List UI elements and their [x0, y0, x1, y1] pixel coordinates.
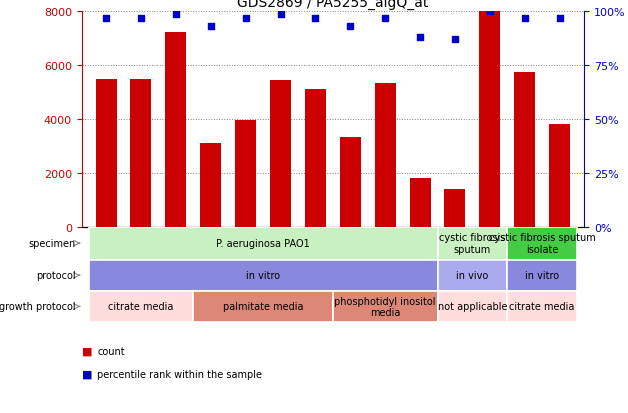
- Bar: [507, 291, 577, 322]
- Text: not applicable: not applicable: [438, 302, 507, 312]
- Text: specimen: specimen: [28, 239, 75, 249]
- Text: in vivo: in vivo: [457, 271, 489, 280]
- Point: [380, 16, 390, 22]
- Text: in vitro: in vitro: [525, 271, 560, 280]
- Bar: [340, 137, 360, 227]
- Bar: [409, 179, 431, 227]
- Bar: [200, 144, 221, 227]
- Text: in vitro: in vitro: [246, 271, 280, 280]
- Bar: [438, 291, 507, 322]
- Text: palmitate media: palmitate media: [223, 302, 303, 312]
- Bar: [305, 90, 326, 227]
- Point: [171, 11, 181, 18]
- Text: ■: ■: [82, 369, 92, 379]
- Bar: [89, 291, 193, 322]
- Point: [345, 24, 355, 31]
- Text: cystic fibrosis sputum
isolate: cystic fibrosis sputum isolate: [489, 233, 595, 254]
- Point: [136, 16, 146, 22]
- Point: [415, 35, 425, 41]
- Point: [520, 16, 530, 22]
- Text: growth protocol: growth protocol: [0, 302, 75, 312]
- Point: [276, 11, 286, 18]
- Text: percentile rank within the sample: percentile rank within the sample: [97, 369, 263, 379]
- Bar: [507, 227, 577, 260]
- Bar: [95, 79, 117, 227]
- Point: [241, 16, 251, 22]
- Point: [555, 16, 565, 22]
- Text: citrate media: citrate media: [509, 302, 575, 312]
- Text: phosphotidyl inositol
media: phosphotidyl inositol media: [335, 296, 436, 318]
- Bar: [507, 260, 577, 291]
- Bar: [438, 227, 507, 260]
- Bar: [89, 227, 438, 260]
- Text: citrate media: citrate media: [108, 302, 173, 312]
- Bar: [514, 73, 535, 227]
- Bar: [165, 33, 187, 227]
- Point: [206, 24, 216, 31]
- Point: [485, 9, 495, 16]
- Title: GDS2869 / PA5255_algQ_at: GDS2869 / PA5255_algQ_at: [237, 0, 428, 10]
- Text: P. aeruginosa PAO1: P. aeruginosa PAO1: [216, 239, 310, 249]
- Bar: [549, 125, 570, 227]
- Bar: [333, 291, 438, 322]
- Bar: [193, 291, 333, 322]
- Bar: [479, 12, 501, 227]
- Bar: [445, 190, 465, 227]
- Bar: [270, 81, 291, 227]
- Bar: [89, 260, 438, 291]
- Bar: [235, 121, 256, 227]
- Text: ■: ■: [82, 346, 92, 356]
- Text: cystic fibrosis
sputum: cystic fibrosis sputum: [439, 233, 506, 254]
- Point: [310, 16, 320, 22]
- Bar: [131, 79, 151, 227]
- Bar: [438, 260, 507, 291]
- Point: [450, 37, 460, 44]
- Point: [101, 16, 111, 22]
- Bar: [375, 83, 396, 227]
- Text: protocol: protocol: [36, 271, 75, 280]
- Text: count: count: [97, 346, 125, 356]
